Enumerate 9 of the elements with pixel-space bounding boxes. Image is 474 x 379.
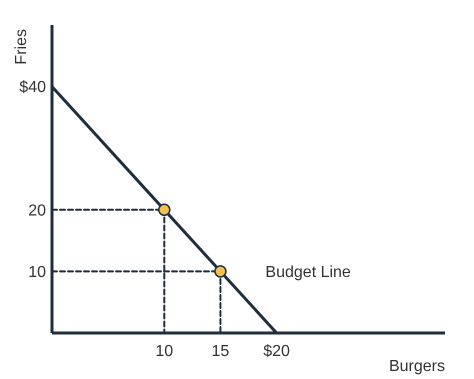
x-tick-label: 10	[155, 343, 174, 360]
series-label: Budget Line	[265, 264, 351, 281]
x-tick-label: $20	[263, 343, 290, 360]
x-axis-title: Burgers	[388, 358, 445, 375]
y-tick-label: $40	[19, 79, 46, 96]
x-tick-label: 15	[212, 343, 230, 360]
y-axis-title: Fries	[13, 29, 30, 65]
y-tick-label: 10	[28, 264, 46, 281]
y-tick-label: 20	[28, 202, 46, 220]
